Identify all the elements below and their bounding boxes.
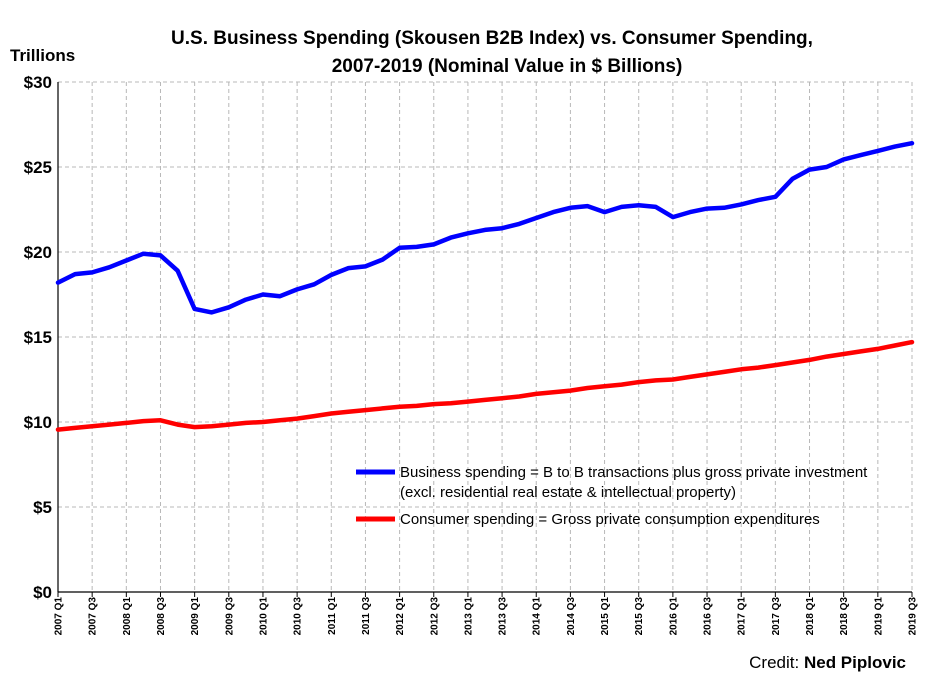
x-tick-label: 2015 Q3 [634,597,645,636]
x-tick-label: 2007 Q1 [54,597,65,636]
series-line-consumer [55,339,915,432]
x-tick-label: 2012 Q1 [395,597,406,636]
x-tick-label: 2013 Q1 [463,597,474,636]
series-lines [55,140,915,432]
x-tick-label: 2010 Q1 [258,597,269,636]
credit-name: Ned Piplovic [804,653,906,672]
x-tick-label: 2019 Q3 [908,597,919,636]
credit-line: Credit: Ned Piplovic [749,653,906,672]
grid-lines [58,81,913,592]
x-tick-label: 2019 Q1 [873,597,884,636]
x-tick-label: 2017 Q3 [771,597,782,636]
y-tick-label: $10 [24,413,52,432]
y-tick-label: $15 [24,328,52,347]
y-tick-label: $5 [33,498,52,517]
y-tick-label: $30 [24,73,52,92]
series-line-business [55,140,915,315]
x-tick-label: 2008 Q1 [122,597,133,636]
x-tick-label: 2011 Q1 [327,597,338,635]
x-axis-ticks: 2007 Q1 2007 Q3 2008 Q1 2008 Q3 2009 Q1 2009 … [54,592,919,635]
x-tick-label: 2016 Q1 [668,597,679,636]
x-tick-label: 2009 Q1 [190,597,201,636]
x-tick-label: 2018 Q3 [839,597,850,636]
axes [57,82,912,593]
x-tick-label: 2015 Q1 [600,597,611,636]
legend-label-consumer: Consumer spending = Gross private consum… [400,511,820,528]
x-tick-label: 2018 Q1 [805,597,816,636]
y-axis-ticks: $0 $5 $10 $15 $20 $25 $30 [24,73,52,602]
y-tick-label: $20 [24,243,52,262]
y-tick-label: $25 [24,158,52,177]
legend: Business spending = B to B transactions … [356,464,868,528]
x-tick-label: 2014 Q3 [566,597,577,636]
legend-label-business: Business spending = B to B transactions … [400,464,868,481]
y-axis-label: Trillions [10,46,75,65]
x-tick-label: 2016 Q3 [703,597,714,636]
x-tick-label: 2009 Q3 [224,597,235,636]
credit-label: Credit: [749,653,799,672]
legend-label-business-line2: (excl. residential real estate & intelle… [400,484,736,501]
x-tick-label: 2013 Q3 [498,597,509,636]
x-tick-label: 2014 Q1 [532,597,543,636]
x-tick-label: 2008 Q3 [156,597,167,636]
x-tick-label: 2010 Q3 [293,597,304,636]
y-tick-label: $0 [33,583,52,602]
x-tick-label: 2017 Q1 [737,597,748,636]
chart-title-line2: 2007-2019 (Nominal Value in $ Billions) [332,56,683,77]
chart-title-line1: U.S. Business Spending (Skousen B2B Inde… [171,28,813,49]
x-tick-label: 2007 Q3 [88,597,99,636]
x-tick-label: 2011 Q3 [361,597,372,635]
x-tick-label: 2012 Q3 [429,597,440,636]
